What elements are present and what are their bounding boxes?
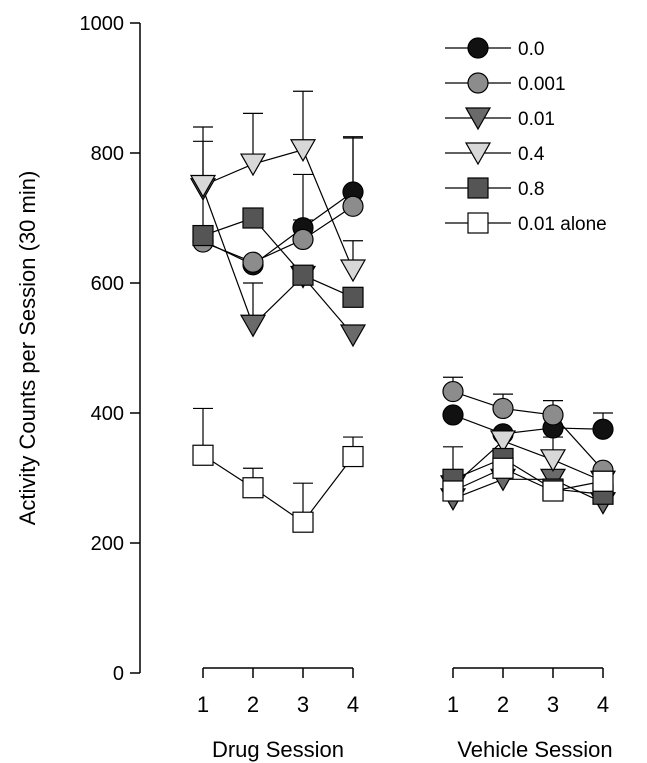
point-0-01-alone <box>292 511 314 533</box>
x-tick-label: 3 <box>547 692 559 717</box>
legend-marker <box>464 142 492 166</box>
point-0-4 <box>339 259 367 283</box>
legend: 0.0 0.001 0.01 0.4 0.8 0.01 alone <box>445 37 607 235</box>
series-lines <box>202 149 604 524</box>
legend-item-0-8: 0.8 <box>445 177 544 200</box>
series-line-0-0 <box>202 191 354 266</box>
x-tick-label: 2 <box>247 692 259 717</box>
legend-item-0-01: 0.01 <box>445 107 555 131</box>
series-line-0-01 <box>202 188 354 336</box>
series-line-0-01-alone <box>452 467 604 492</box>
point-0-01-alone <box>492 457 514 479</box>
point-0-01-alone <box>242 477 264 499</box>
x-axis-label: Vehicle Session <box>457 737 612 762</box>
x-axis-label: Drug Session <box>212 737 344 762</box>
point-0-001 <box>292 228 314 251</box>
point-0-4 <box>539 449 567 473</box>
series-line-0-4 <box>202 149 354 271</box>
legend-item-0-01-alone: 0.01 alone <box>445 212 607 235</box>
legend-label: 0.01 <box>518 109 555 130</box>
x-tick-label: 4 <box>347 692 359 717</box>
legend-item-0-001: 0.001 <box>445 72 566 95</box>
y-tick-label: 0 <box>113 663 124 685</box>
point-0-01-alone <box>442 480 464 502</box>
point-0-4 <box>239 153 267 177</box>
point-0-4 <box>489 430 517 454</box>
y-tick-label: 1000 <box>80 13 125 35</box>
point-0-001 <box>542 404 564 426</box>
point-0-01-alone <box>192 444 214 466</box>
y-tick-label: 200 <box>91 533 124 555</box>
point-0-0 <box>592 418 614 440</box>
series-line-0-01 <box>452 478 604 504</box>
point-0-8 <box>192 224 214 247</box>
x-tick-label: 3 <box>297 692 309 717</box>
point-0-4 <box>289 139 317 162</box>
legend-label: 0.0 <box>518 39 544 60</box>
legend-marker <box>467 212 489 234</box>
point-0-01 <box>239 314 267 338</box>
x-tick-label: 1 <box>447 692 459 717</box>
legend-label: 0.4 <box>518 144 545 165</box>
x-tick-label: 2 <box>497 692 509 717</box>
series-line-0-8 <box>452 457 604 495</box>
point-0-001 <box>342 195 364 217</box>
point-0-8 <box>342 286 364 308</box>
point-0-8 <box>292 264 314 286</box>
legend-item-0-4: 0.4 <box>445 142 545 166</box>
legend-label: 0.8 <box>518 179 544 200</box>
plot-area <box>189 90 617 533</box>
legend-label: 0.001 <box>518 74 566 95</box>
y-tick-label: 600 <box>91 273 124 295</box>
legend-marker <box>467 72 489 94</box>
point-0-001 <box>442 380 464 403</box>
legend-label: 0.01 alone <box>518 214 607 235</box>
legend-item-0-0: 0.0 <box>445 37 544 60</box>
point-0-01-alone <box>592 470 614 492</box>
series-line-0-001 <box>452 390 604 471</box>
series-line-0-001 <box>202 205 354 263</box>
x-tick-label: 4 <box>597 692 609 717</box>
legend-marker <box>467 37 489 59</box>
series-markers <box>189 139 617 533</box>
point-0-01-alone <box>342 445 364 468</box>
y-tick-label: 400 <box>91 403 124 425</box>
series-line-0-8 <box>202 217 354 298</box>
point-0-4 <box>189 174 217 198</box>
point-0-001 <box>242 251 264 273</box>
point-0-01 <box>339 324 367 348</box>
point-0-8 <box>242 207 264 229</box>
point-0-01-alone <box>542 480 564 502</box>
series-line-0-0 <box>452 414 604 435</box>
legend-marker <box>467 177 489 199</box>
y-axis-label: Activity Counts per Session (30 min) <box>15 171 40 526</box>
point-0-0 <box>442 404 464 426</box>
series-line-0-4 <box>452 440 604 487</box>
x-tick-label: 1 <box>197 692 209 717</box>
point-0-001 <box>492 397 514 420</box>
series-line-0-01-alone <box>202 454 354 524</box>
y-tick-label: 800 <box>91 143 124 165</box>
legend-marker <box>464 107 492 131</box>
